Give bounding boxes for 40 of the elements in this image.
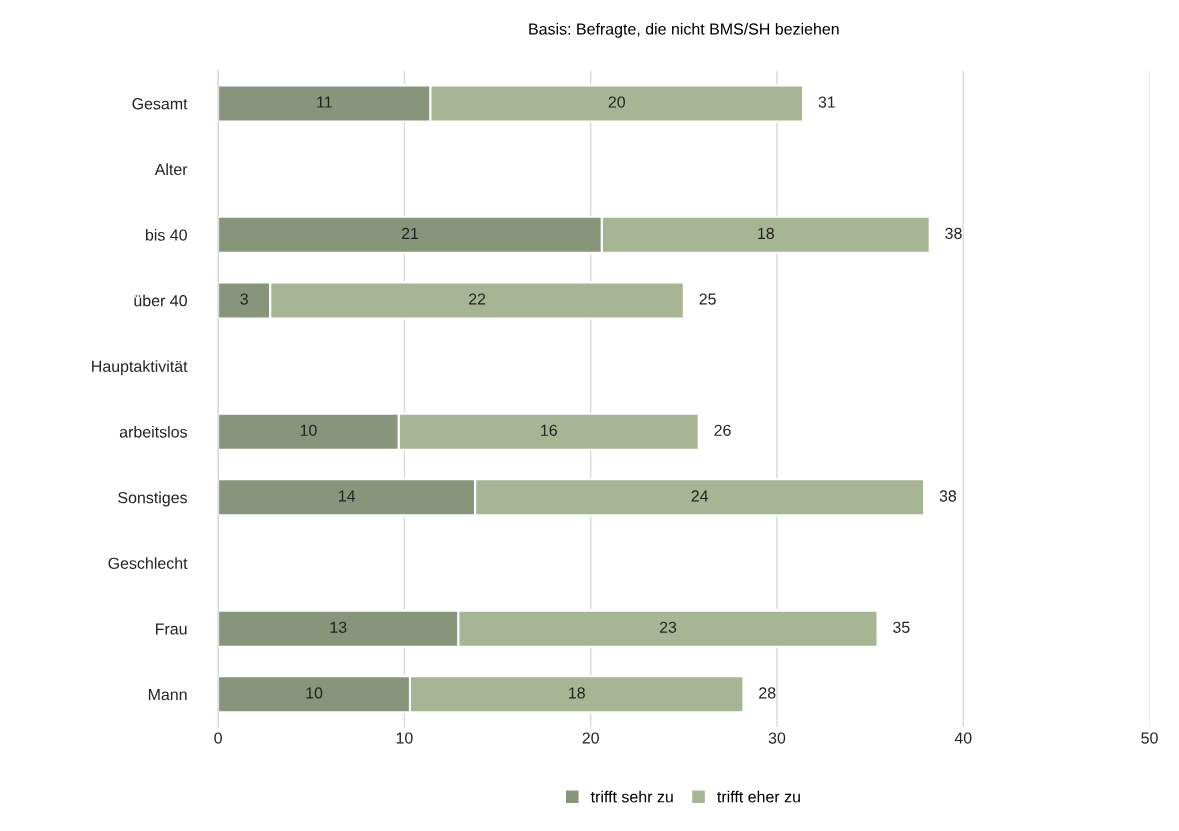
data-label: 16 [541,424,557,436]
x-tick-label: 20 [582,732,599,744]
data-label: 14 [338,490,356,502]
data-label: 18 [758,227,774,240]
y-tick-label: bis 40 [145,228,187,241]
data-label: 23 [659,621,677,633]
y-tick-label: über 40 [134,294,187,307]
total-label: 35 [893,621,910,633]
y-tick-label: Hauptaktivität [92,360,188,376]
x-tick-label: 30 [768,732,786,744]
total-label: 25 [699,293,716,305]
x-tick-label: 40 [954,732,972,744]
total-label: 38 [945,227,962,240]
chart-title: Basis: Befragte, die nicht BMS/SH beziehen [529,22,839,38]
x-tick-label: 50 [1141,732,1158,744]
y-tick-label: Gesamt [132,98,188,110]
data-label: 11 [317,96,332,108]
data-label: 10 [306,687,323,699]
x-tick-label: 0 [214,732,222,744]
total-label: 31 [818,96,835,108]
data-label: 22 [468,293,486,305]
x-tick-label: 10 [396,732,413,744]
y-tick-label: Mann [148,689,187,701]
data-label: 13 [330,621,347,633]
total-label: 26 [714,424,731,436]
y-tick-label: Frau [156,623,187,635]
y-tick-label: Geschlecht [108,557,188,569]
data-label: 18 [569,687,585,699]
data-label: 3 [240,293,248,305]
data-label: 24 [691,490,709,502]
data-label: 10 [300,424,317,436]
data-label: 21 [401,227,419,239]
total-label: 38 [939,490,957,502]
y-tick-label: Alter [154,163,188,176]
data-label: 20 [608,96,626,108]
total-label: 28 [759,687,776,699]
y-tick-label: arbeitslos [119,425,187,438]
y-tick-label: Sonstiges [118,491,187,507]
legend-label: trifft sehr zu [590,790,673,803]
legend-label: trifft eher zu [717,790,800,803]
